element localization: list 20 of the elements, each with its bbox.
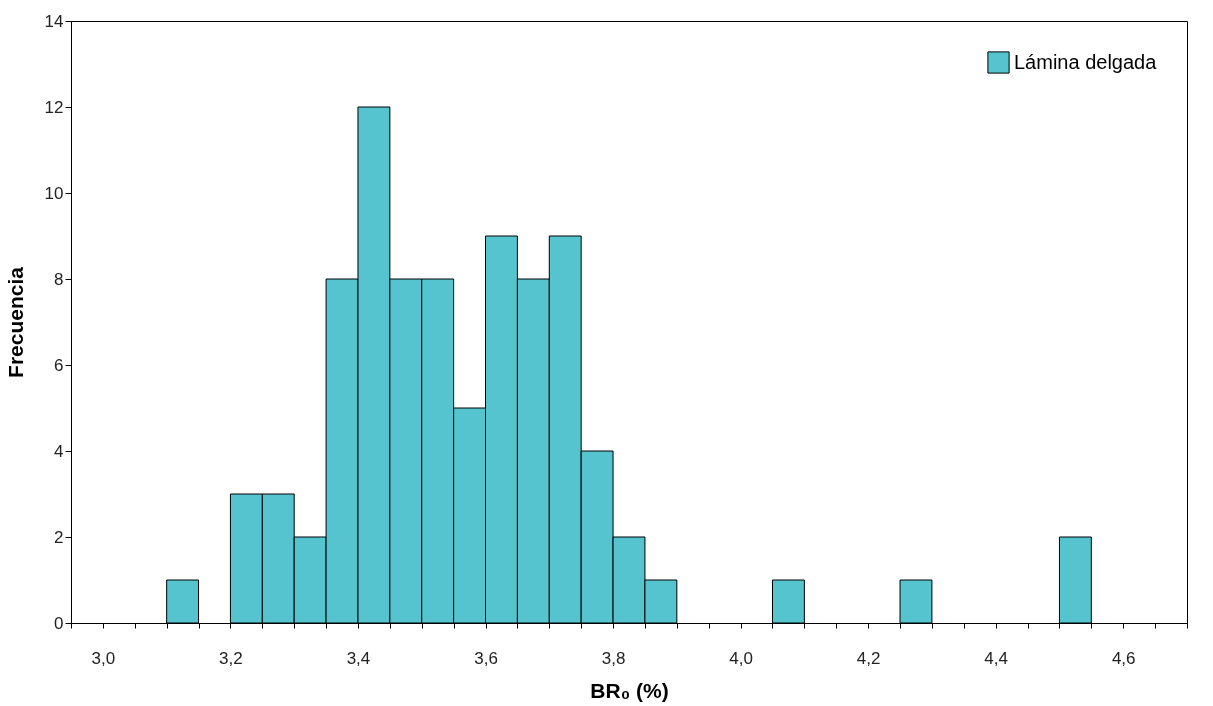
y-tick-label: 4 xyxy=(54,441,64,461)
x-tick-label: 4,4 xyxy=(984,648,1009,668)
x-tick-label: 4,2 xyxy=(856,648,881,668)
x-tick-label: 3,8 xyxy=(601,648,626,668)
x-tick-label: 3,4 xyxy=(346,648,371,668)
y-tick-label: 6 xyxy=(54,355,64,375)
x-tick-label: 4,0 xyxy=(729,648,753,668)
y-tick-label: 14 xyxy=(44,11,64,31)
y-tick-label: 0 xyxy=(54,613,64,633)
x-tick-label: 3,2 xyxy=(219,648,243,668)
y-tick-label: 12 xyxy=(44,97,64,117)
legend-label: Lámina delgada xyxy=(1014,50,1158,73)
x-tick-label: 3,6 xyxy=(474,648,498,668)
x-axis-title: BR₀ (%) xyxy=(590,678,669,702)
y-axis-title: Frecuencia xyxy=(3,266,27,378)
x-tick-label: 3,0 xyxy=(91,648,116,668)
y-tick-label: 10 xyxy=(44,183,64,203)
y-tick-label: 8 xyxy=(54,269,64,289)
x-tick-label: 4,6 xyxy=(1111,648,1136,668)
y-tick-label: 2 xyxy=(54,527,64,547)
